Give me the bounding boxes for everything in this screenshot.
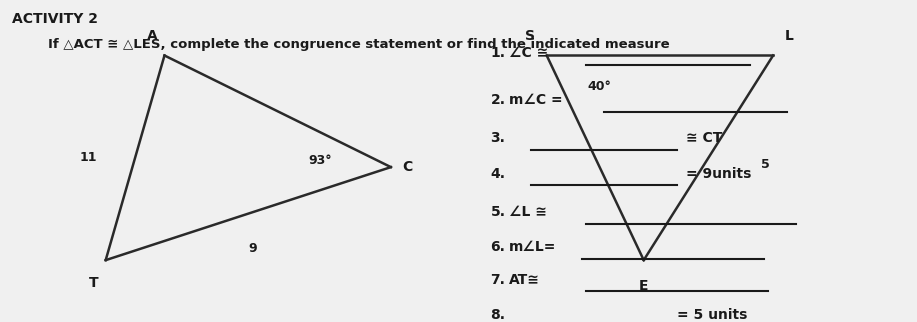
Text: C: C [403,160,413,174]
Text: ACTIVITY 2: ACTIVITY 2 [12,12,98,26]
Text: 7.: 7. [491,273,505,287]
Text: 9: 9 [249,242,257,254]
Text: 11: 11 [80,151,97,164]
Text: S: S [525,29,535,43]
Text: 1.: 1. [491,46,505,60]
Text: ∠L ≅: ∠L ≅ [509,205,547,219]
Text: ≅ CT: ≅ CT [686,131,723,145]
Text: T: T [89,276,99,290]
Text: 4.: 4. [491,166,505,181]
Text: If △ACT ≅ △LES, complete the congruence statement or find the indicated measure: If △ACT ≅ △LES, complete the congruence … [49,38,670,51]
Text: m∠L=: m∠L= [509,240,556,254]
Text: 93°: 93° [308,155,332,167]
Text: AT≅: AT≅ [509,273,539,287]
Text: L: L [785,29,794,43]
Text: ∠C ≅: ∠C ≅ [509,46,547,60]
Text: 5: 5 [761,157,770,171]
Text: 2.: 2. [491,93,505,107]
Text: 6.: 6. [491,240,505,254]
Text: 3.: 3. [491,131,505,145]
Text: E: E [639,279,648,293]
Text: = 9units: = 9units [686,166,752,181]
Text: 8.: 8. [491,308,505,322]
Text: 5.: 5. [491,205,505,219]
Text: m∠C =: m∠C = [509,93,562,107]
Text: 40°: 40° [588,80,612,93]
Text: = 5 units: = 5 units [678,308,747,322]
Text: A: A [148,29,158,43]
